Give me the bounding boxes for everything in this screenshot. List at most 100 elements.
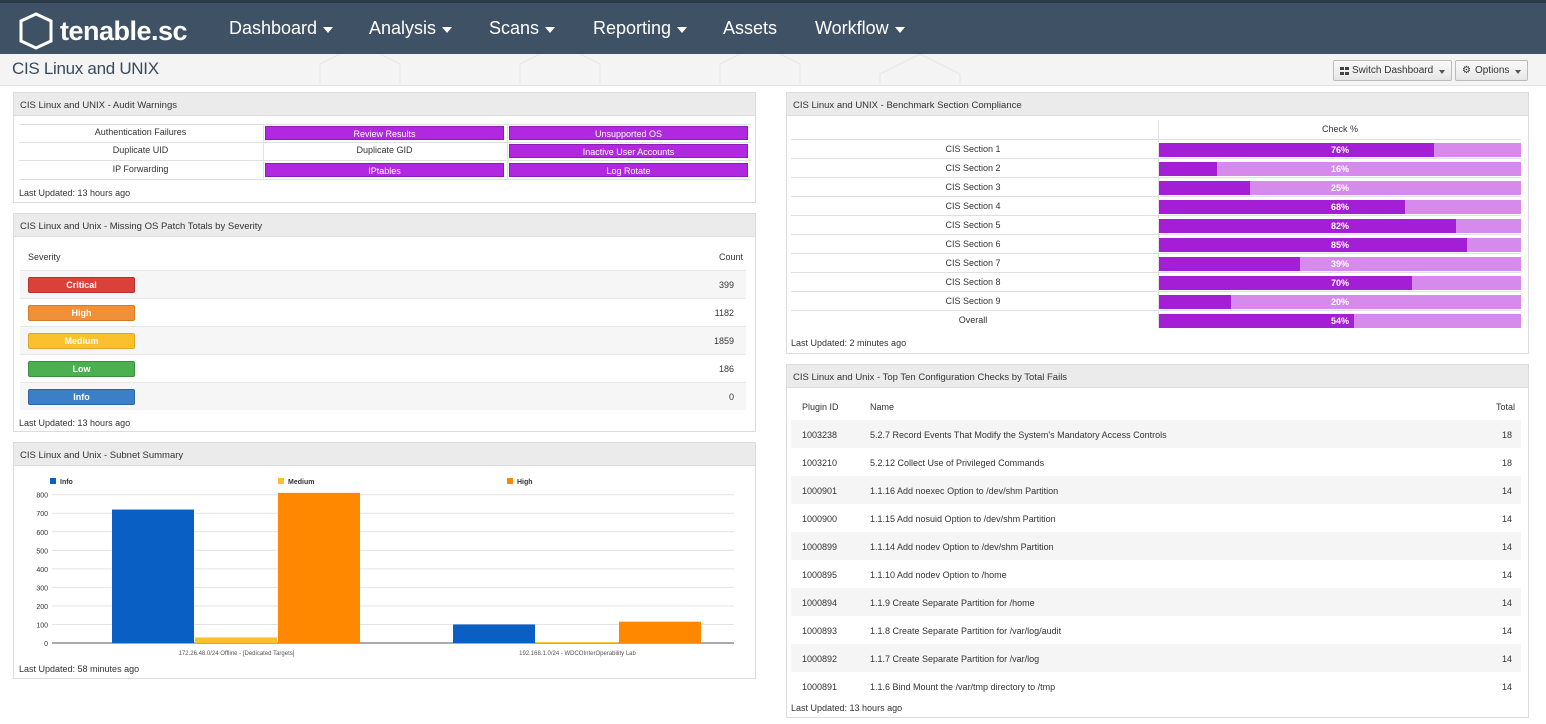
nav-label: Analysis (369, 18, 437, 38)
column-header-severity: Severity (28, 252, 61, 262)
plugin-id: 1000895 (802, 570, 838, 580)
table-row[interactable]: 1000900 1.1.15 Add nosuid Option to /dev/… (791, 504, 1521, 532)
audit-warnings-panel: CIS Linux and UNIX - Audit Warnings Auth… (13, 92, 756, 203)
benchmark-label: CIS Section 5 (945, 220, 1001, 230)
compliance-percent: 68% (1330, 202, 1349, 212)
table-row[interactable]: 1000895 1.1.10 Add nodev Option to /home 1… (791, 560, 1521, 588)
benchmark-compliance-panel: CIS Linux and UNIX - Benchmark Section C… (786, 92, 1529, 354)
compliance-bar-fill (1159, 162, 1217, 176)
table-row[interactable]: 1000891 1.1.6 Bind Mount the /var/tmp dir… (791, 672, 1521, 700)
bar-high (278, 492, 360, 643)
nav-dashboard[interactable]: Dashboard (229, 3, 334, 54)
benchmark-row[interactable]: CIS Section 3 25% (791, 177, 1521, 196)
panel-title: CIS Linux and UNIX - Benchmark Section C… (787, 93, 1528, 116)
last-updated: Last Updated: 58 minutes ago (19, 664, 140, 674)
benchmark-row[interactable]: CIS Section 1 76% (791, 139, 1521, 158)
benchmark-label: CIS Section 4 (945, 201, 1001, 211)
benchmark-row[interactable]: Overall 54% (791, 310, 1521, 329)
fail-total: 14 (1501, 682, 1512, 692)
compliance-percent: 76% (1330, 145, 1349, 155)
nav-reporting[interactable]: Reporting (593, 3, 688, 54)
check-name: 1.1.7 Create Separate Partition for /var… (870, 654, 1040, 664)
audit-cell-unsupported-os[interactable]: Unsupported OS (509, 126, 748, 140)
table-row[interactable]: 1000899 1.1.14 Add nodev Option to /dev/s… (791, 532, 1521, 560)
benchmark-label: CIS Section 6 (945, 239, 1001, 249)
compliance-bar-fill (1159, 219, 1456, 233)
nav-workflow[interactable]: Workflow (815, 3, 905, 54)
audit-cell-inactive-user-accounts[interactable]: Inactive User Accounts (509, 144, 748, 158)
compliance-bar-fill (1159, 143, 1435, 157)
benchmark-row[interactable]: CIS Section 9 20% (791, 291, 1521, 310)
benchmark-row[interactable]: CIS Section 6 85% (791, 234, 1521, 253)
bar-high (619, 621, 701, 643)
caret-down-icon (1439, 69, 1446, 74)
benchmark-row[interactable]: CIS Section 8 70% (791, 272, 1521, 291)
plugin-id: 1003210 (802, 458, 838, 468)
page-title: CIS Linux and UNIX (12, 59, 159, 78)
table-row[interactable]: 1000892 1.1.7 Create Separate Partition f… (791, 644, 1521, 672)
page-header: CIS Linux and UNIX Switch Dashboard ⚙ Op… (0, 54, 1546, 86)
table-row[interactable]: 1000893 1.1.8 Create Separate Partition f… (791, 616, 1521, 644)
y-tick-label: 800 (36, 493, 48, 500)
compliance-percent: 39% (1330, 259, 1349, 269)
audit-cell-authentication-failures: Authentication Failures (94, 127, 187, 137)
table-row[interactable]: Critical 399 (20, 270, 746, 298)
table-row[interactable]: 1000894 1.1.9 Create Separate Partition f… (791, 588, 1521, 616)
options-button[interactable]: ⚙ Options (1455, 60, 1529, 81)
benchmark-label: CIS Section 3 (945, 182, 1001, 192)
legend-swatch (507, 478, 513, 484)
compliance-percent: 70% (1330, 278, 1349, 288)
nav-label: Workflow (815, 18, 889, 38)
audit-cell-review-results[interactable]: Review Results (265, 126, 504, 140)
last-updated: Last Updated: 13 hours ago (19, 418, 131, 428)
benchmark-row[interactable]: CIS Section 2 16% (791, 158, 1521, 177)
audit-cell-iptables[interactable]: IPtables (265, 163, 504, 177)
table-row[interactable]: High 1182 (20, 298, 746, 326)
column-header-check-percent: Check % (1321, 124, 1358, 134)
severity-badge-high: High (28, 305, 135, 321)
check-name: 5.2.7 Record Events That Modify the Syst… (870, 430, 1167, 440)
bar-info (453, 624, 535, 643)
compliance-bar-fill (1159, 238, 1467, 252)
x-category-label: 172.26.48.0/24 Offline - [Dedicated Targ… (179, 651, 295, 657)
caret-down-icon (545, 26, 556, 33)
switch-dashboard-button[interactable]: Switch Dashboard (1333, 60, 1453, 81)
severity-count: 186 (718, 364, 734, 374)
benchmark-row[interactable]: CIS Section 5 82% (791, 215, 1521, 234)
nav-analysis[interactable]: Analysis (369, 3, 453, 54)
table-row[interactable]: 1000901 1.1.16 Add noexec Option to /dev/… (791, 476, 1521, 504)
benchmark-row[interactable]: CIS Section 7 39% (791, 253, 1521, 272)
panel-title: CIS Linux and Unix - Missing OS Patch To… (14, 214, 755, 237)
logo[interactable]: tenable.sc (18, 11, 188, 51)
nav-scans[interactable]: Scans (489, 3, 556, 54)
compliance-percent: 85% (1330, 240, 1349, 250)
plugin-id: 1000900 (802, 514, 838, 524)
benchmark-row[interactable]: CIS Section 4 68% (791, 196, 1521, 215)
compliance-percent: 54% (1330, 316, 1349, 326)
column-header-count: Count (718, 252, 743, 262)
last-updated: Last Updated: 13 hours ago (791, 703, 903, 713)
table-row[interactable]: 1003210 5.2.12 Collect Use of Privileged … (791, 448, 1521, 476)
nav-assets[interactable]: Assets (723, 3, 777, 54)
switch-dashboard-label: Switch Dashboard (1352, 65, 1434, 76)
table-row[interactable]: Info 0 (20, 382, 746, 410)
y-tick-label: 600 (36, 530, 48, 537)
audit-cell-duplicate-gid: Duplicate GID (356, 145, 413, 155)
table-row[interactable]: 1003238 5.2.7 Record Events That Modify t… (791, 420, 1521, 448)
column-header-plugin-id: Plugin ID (802, 402, 839, 412)
nav-label: Assets (723, 18, 778, 38)
plugin-id: 1000892 (802, 654, 838, 664)
table-row[interactable]: Medium 1859 (20, 326, 746, 354)
compliance-bar: 54% (1159, 314, 1521, 328)
compliance-bar: 70% (1159, 276, 1521, 290)
caret-down-icon (894, 26, 905, 33)
audit-cell-log-rotate[interactable]: Log Rotate (509, 163, 748, 177)
plugin-id: 1003238 (802, 430, 838, 440)
y-tick-label: 200 (36, 604, 48, 611)
panel-title: CIS Linux and Unix - Top Ten Configurati… (787, 365, 1528, 388)
benchmark-label: Overall (958, 315, 988, 325)
column-header-name: Name (870, 402, 895, 412)
compliance-bar-fill (1159, 181, 1250, 195)
fail-total: 14 (1501, 598, 1512, 608)
table-row[interactable]: Low 186 (20, 354, 746, 382)
